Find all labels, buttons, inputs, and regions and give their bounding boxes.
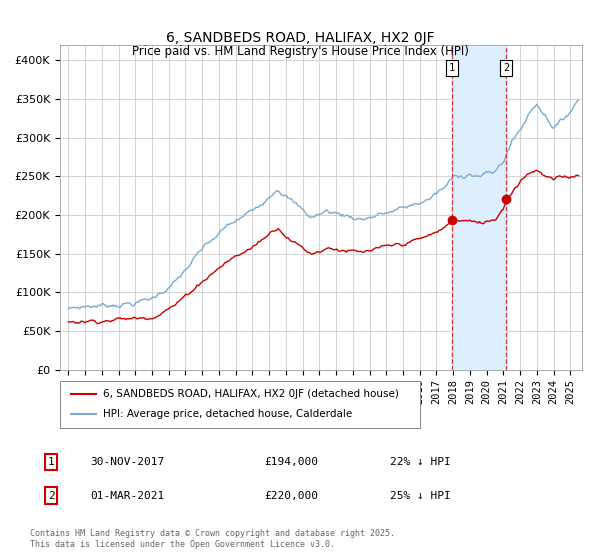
Text: 6, SANDBEDS ROAD, HALIFAX, HX2 0JF (detached house): 6, SANDBEDS ROAD, HALIFAX, HX2 0JF (deta… <box>103 389 399 399</box>
Text: £220,000: £220,000 <box>264 491 318 501</box>
Bar <box>452 45 506 370</box>
Text: £194,000: £194,000 <box>264 457 318 467</box>
Text: 2: 2 <box>47 491 55 501</box>
Text: 1: 1 <box>47 457 55 467</box>
Text: 6, SANDBEDS ROAD, HALIFAX, HX2 0JF: 6, SANDBEDS ROAD, HALIFAX, HX2 0JF <box>166 31 434 45</box>
Text: 25% ↓ HPI: 25% ↓ HPI <box>390 491 451 501</box>
Text: HPI: Average price, detached house, Calderdale: HPI: Average price, detached house, Cald… <box>103 409 352 419</box>
Text: Price paid vs. HM Land Registry's House Price Index (HPI): Price paid vs. HM Land Registry's House … <box>131 45 469 58</box>
Text: 30-NOV-2017: 30-NOV-2017 <box>90 457 164 467</box>
Text: Contains HM Land Registry data © Crown copyright and database right 2025.
This d: Contains HM Land Registry data © Crown c… <box>30 529 395 549</box>
Text: 22% ↓ HPI: 22% ↓ HPI <box>390 457 451 467</box>
Text: 1: 1 <box>449 63 455 73</box>
Text: 01-MAR-2021: 01-MAR-2021 <box>90 491 164 501</box>
Text: 2: 2 <box>503 63 509 73</box>
